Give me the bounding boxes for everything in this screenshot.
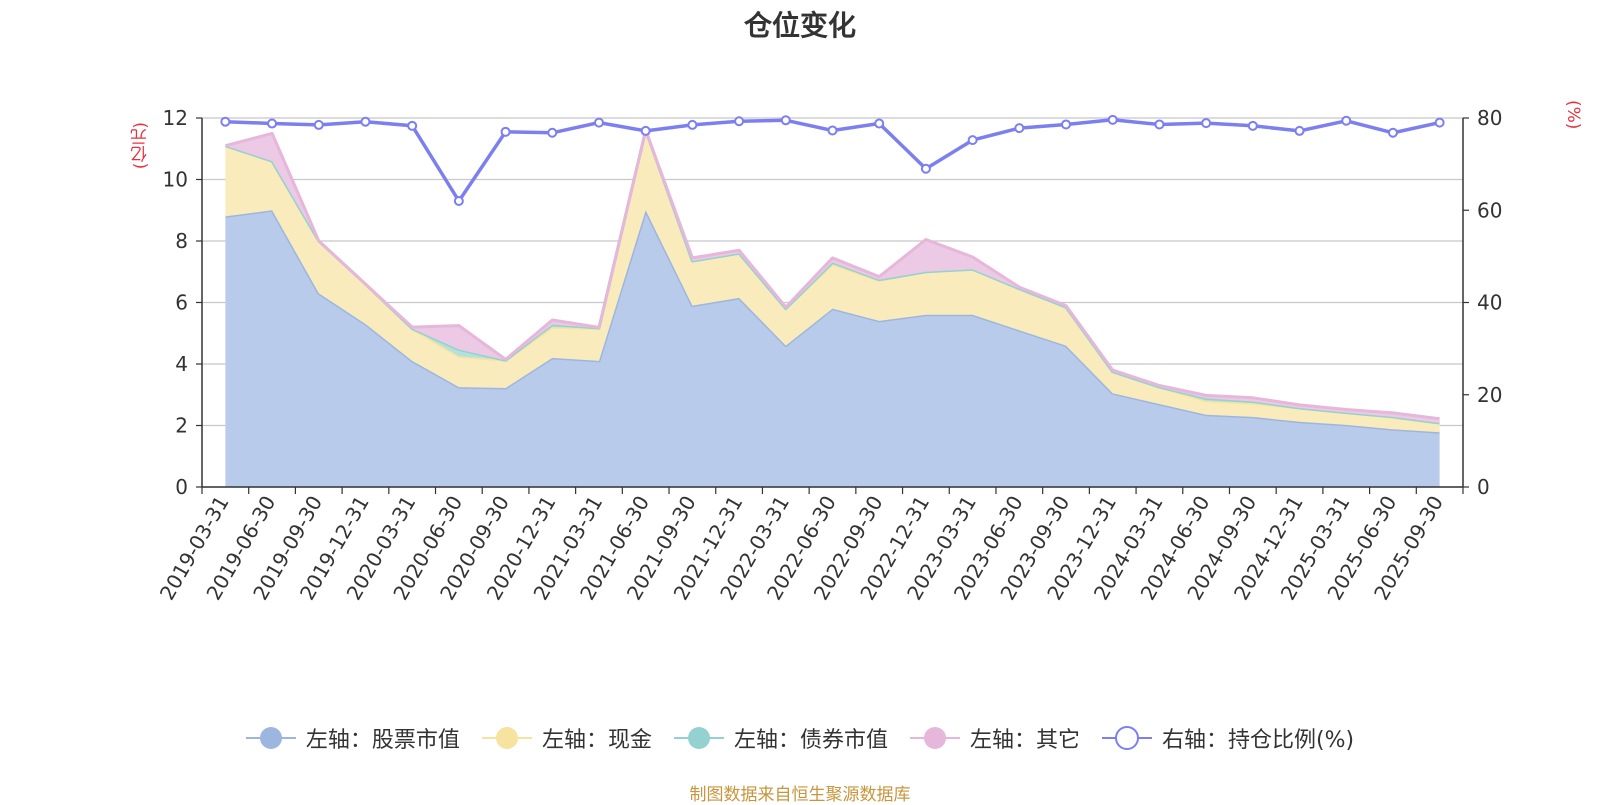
ratio-point	[967, 135, 978, 146]
ratio-point	[827, 125, 838, 136]
ratio-point	[1387, 127, 1398, 138]
legend-item-2[interactable]: 左轴：债券市值	[673, 722, 888, 754]
legend-label: 左轴：股票市值	[305, 728, 460, 753]
area-0	[225, 210, 1440, 488]
stacked-areas	[224, 128, 1440, 488]
left-tick-label: 12	[163, 106, 188, 130]
ratio-point	[1247, 120, 1258, 131]
ratio-point	[360, 116, 371, 127]
right-tick-label: 80	[1477, 106, 1502, 130]
legend-label: 左轴：现金	[541, 728, 652, 753]
legend-marker-icon	[481, 727, 532, 749]
data-source-note: 制图数据来自恒生聚源数据库	[689, 785, 911, 805]
ratio-line	[220, 114, 1445, 207]
ratio-point	[1154, 119, 1165, 130]
legend-item-0[interactable]: 左轴：股票市值	[245, 722, 460, 754]
right-tick-label: 20	[1477, 383, 1502, 407]
area-line-3	[225, 128, 1440, 421]
ratio-point	[734, 116, 745, 127]
ratio-point	[1341, 115, 1352, 126]
legend-label: 左轴：债券市值	[733, 728, 888, 753]
left-tick-label: 6	[175, 291, 188, 315]
ratio-point	[687, 119, 698, 130]
legend-label: 右轴：持仓比例(%)	[1161, 728, 1355, 753]
legend-marker-icon	[245, 727, 296, 749]
right-tick-label: 0	[1477, 475, 1490, 499]
chart-title: 仓位变化	[743, 9, 856, 42]
legend-item-3[interactable]: 左轴：其它	[909, 722, 1080, 754]
legend-item-1[interactable]: 左轴：现金	[481, 722, 652, 754]
ratio-point	[1294, 125, 1305, 136]
legend-marker-icon	[1101, 726, 1152, 750]
legend-marker-icon	[909, 727, 960, 749]
ratio-point	[1201, 118, 1212, 129]
legend-marker-icon	[673, 727, 724, 749]
ratio-point	[640, 125, 651, 136]
left-tick-label: 10	[163, 168, 188, 192]
ratio-point	[220, 116, 231, 127]
right-tick-label: 40	[1477, 291, 1502, 315]
legend-item-4[interactable]: 右轴：持仓比例(%)	[1101, 722, 1355, 754]
ratio-point	[593, 117, 604, 128]
ratio-point	[920, 163, 931, 174]
left-tick-label: 4	[175, 352, 188, 376]
ratio-point	[1434, 117, 1445, 128]
ratio-point	[1107, 114, 1118, 125]
ratio-point	[500, 126, 511, 137]
left-tick-label: 0	[175, 475, 188, 499]
ratio-point	[453, 196, 464, 207]
ratio-point	[1061, 119, 1072, 130]
ratio-point	[407, 120, 418, 131]
legend-label: 左轴：其它	[969, 728, 1080, 753]
ratio-point	[267, 118, 278, 129]
ratio-point	[1014, 123, 1025, 134]
left-tick-label: 8	[175, 229, 188, 253]
ratio-point	[874, 118, 885, 129]
chart-legend: 左轴：股票市值 左轴：现金 左轴：债券市值 左轴：其它 右轴：持仓比例(%)	[0, 720, 1600, 756]
ratio-point	[547, 127, 558, 138]
right-tick-label: 60	[1477, 198, 1502, 222]
left-tick-label: 2	[175, 414, 188, 438]
ratio-point	[313, 119, 324, 130]
right-axis-unit: (%)	[1563, 100, 1583, 130]
area-1	[225, 130, 1440, 433]
ratio-point	[780, 115, 791, 126]
left-axis-unit: (亿元)	[131, 122, 151, 170]
